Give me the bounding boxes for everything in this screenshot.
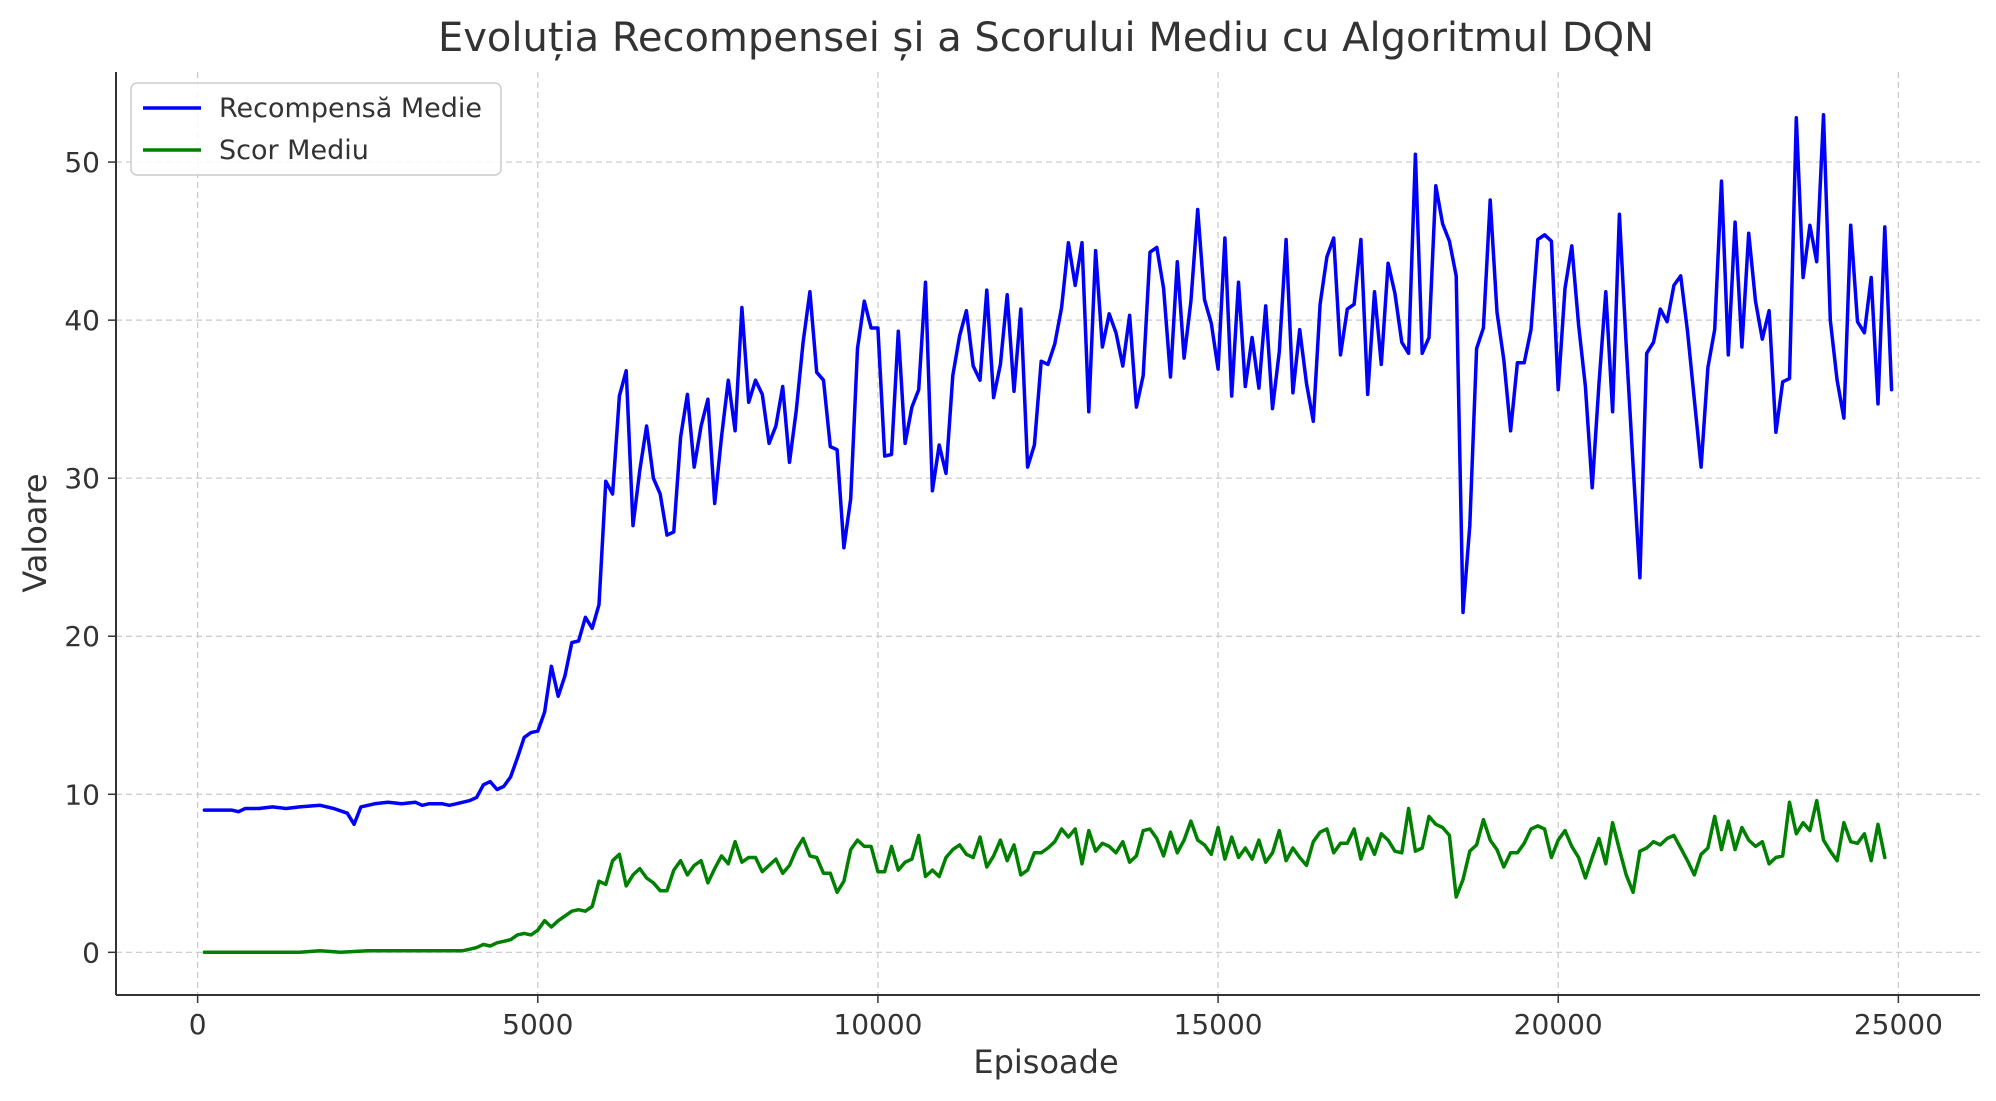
x-ticks: 0 5000 10000 15000 20000 25000 [189, 995, 1943, 1041]
y-tick-label: 50 [64, 146, 100, 179]
legend: Recompensă Medie Scor Mediu [130, 82, 502, 176]
x-tick-label: 10000 [833, 1008, 922, 1041]
series-lines [202, 112, 1894, 955]
y-tick-label: 20 [64, 620, 100, 653]
x-tick-label: 15000 [1174, 1008, 1263, 1041]
legend-box [130, 82, 502, 176]
y-tick-label: 30 [64, 462, 100, 495]
x-tick-label: 0 [189, 1008, 207, 1041]
x-tick-label: 20000 [1514, 1008, 1603, 1041]
series-line-recompensa-medie [202, 112, 1894, 827]
y-tick-label: 10 [64, 778, 100, 811]
axes [115, 72, 1980, 996]
x-tick-label: 25000 [1854, 1008, 1943, 1041]
series-line-scor-mediu [202, 798, 1887, 955]
chart-title: Evoluția Recompensei și a Scorului Mediu… [438, 15, 1654, 61]
legend-label-scor: Scor Mediu [219, 135, 369, 166]
y-tick-label: 0 [82, 936, 100, 969]
x-tick-label: 5000 [502, 1008, 573, 1041]
y-axis-label: Valoare [16, 473, 54, 592]
y-ticks: 0 10 20 30 40 50 [64, 146, 116, 969]
legend-label-recompensa: Recompensă Medie [219, 93, 482, 124]
y-tick-label: 40 [64, 304, 100, 337]
x-axis-label: Episoade [973, 1043, 1118, 1081]
